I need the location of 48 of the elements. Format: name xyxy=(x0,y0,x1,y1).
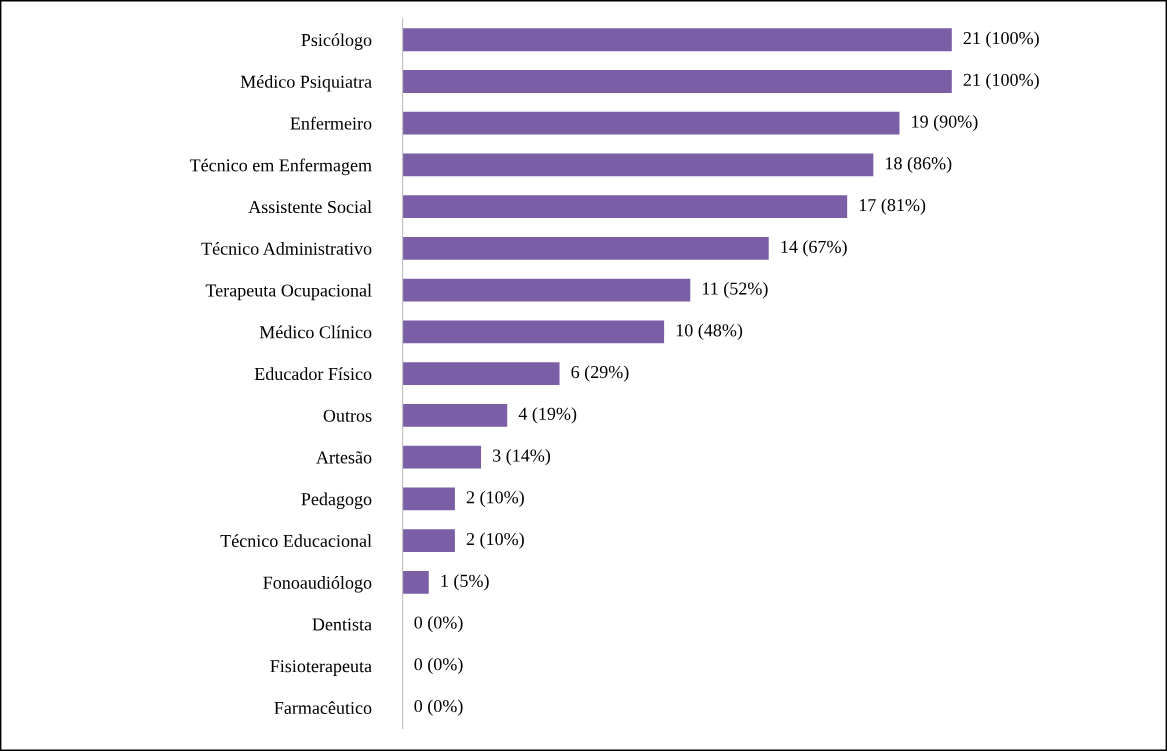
bar xyxy=(402,278,691,302)
data-label: 2 (10%) xyxy=(466,532,524,549)
bar xyxy=(402,111,900,135)
y-tick-label: Assistente Social xyxy=(248,200,372,214)
y-tick-label: Pedagogo xyxy=(301,492,372,510)
bar xyxy=(402,445,482,469)
bar xyxy=(402,28,952,52)
y-tick-label: Dentista xyxy=(312,618,372,631)
y-tick-label: Médico Psiquiatra xyxy=(240,75,372,92)
bar xyxy=(402,403,508,427)
data-label: 0 (0%) xyxy=(414,657,463,675)
data-label: 3 (14%) xyxy=(493,448,551,466)
y-tick-label: Técnico Administrativo xyxy=(201,242,372,255)
data-label: 11 (52%) xyxy=(702,281,768,299)
data-label: 18 (86%) xyxy=(886,156,952,174)
data-label: 0 (0%) xyxy=(414,699,463,716)
data-label: 1 (5%) xyxy=(441,574,489,591)
bar xyxy=(402,320,665,344)
data-label: 10 (48%) xyxy=(676,323,743,341)
data-label: 21 (100%) xyxy=(963,73,1039,90)
bar xyxy=(402,570,429,594)
data-label: 19 (90%) xyxy=(912,114,978,132)
bar xyxy=(402,236,769,260)
bar xyxy=(402,362,560,386)
y-tick-label: Farmacêutico xyxy=(274,701,372,715)
y-tick-label: Fonoaudiólogo xyxy=(263,576,372,593)
bar xyxy=(402,487,455,511)
y-tick-label: Fisioterapeuta xyxy=(270,660,372,676)
y-tick-label: Terapeuta Ocupacional xyxy=(205,283,372,301)
y-tick-label: Artesão xyxy=(316,451,372,464)
bar xyxy=(402,69,952,93)
data-label: 6 (29%) xyxy=(571,365,629,382)
y-tick-label: Técnico em Enfermagem xyxy=(189,158,372,176)
data-label: 21 (100%) xyxy=(963,31,1039,48)
y-tick-label: Outros xyxy=(323,409,372,422)
data-label: 4 (19%) xyxy=(518,407,577,424)
y-tick-label: Enfermeiro xyxy=(290,116,372,130)
y-tick-label: Psicólogo xyxy=(301,33,372,50)
data-label: 0 (0%) xyxy=(414,615,463,633)
y-tick-label: Médico Clínico xyxy=(259,325,372,339)
bar xyxy=(402,195,848,219)
bar xyxy=(402,153,874,177)
data-label: 14 (67%) xyxy=(781,240,847,257)
data-label: 17 (81%) xyxy=(859,198,926,215)
y-tick-label: Educador Físico xyxy=(254,367,372,381)
bar xyxy=(402,529,455,553)
data-label: 2 (10%) xyxy=(466,490,524,508)
y-tick-label: Técnico Educacional xyxy=(220,534,372,548)
